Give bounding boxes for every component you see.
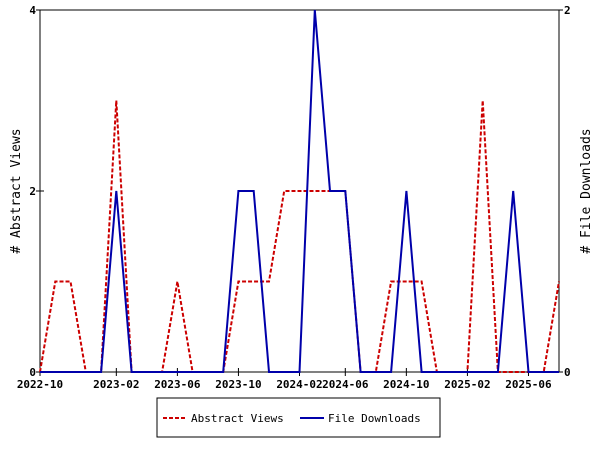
x-tick-label: 2023-02: [93, 378, 139, 391]
legend-label: File Downloads: [328, 412, 421, 425]
y2-tick-label: 2: [564, 4, 571, 17]
y-tick-label: 4: [29, 4, 36, 17]
y-tick-label: 2: [29, 185, 36, 198]
x-tick-label: 2025-02: [444, 378, 490, 391]
legend-label: Abstract Views: [191, 412, 284, 425]
x-tick-label: 2025-06: [505, 378, 552, 391]
x-tick-label: 2024-02: [276, 378, 322, 391]
x-tick-label: 2024-10: [383, 378, 429, 391]
legend-box: [156, 397, 441, 438]
y-tick-label: 0: [29, 366, 36, 379]
series-line: [39, 100, 560, 373]
series-line: [40, 9, 559, 373]
x-tick-label: 2023-10: [215, 378, 261, 391]
x-tick-label: 2024-06: [322, 378, 369, 391]
y2-tick-label: 0: [564, 366, 571, 379]
y-axis-label: # Abstract Views: [9, 128, 24, 253]
x-tick-label: 2022-10: [17, 378, 63, 391]
x-tick-label: 2023-06: [154, 378, 201, 391]
y2-axis-label: # File Downloads: [579, 128, 594, 253]
